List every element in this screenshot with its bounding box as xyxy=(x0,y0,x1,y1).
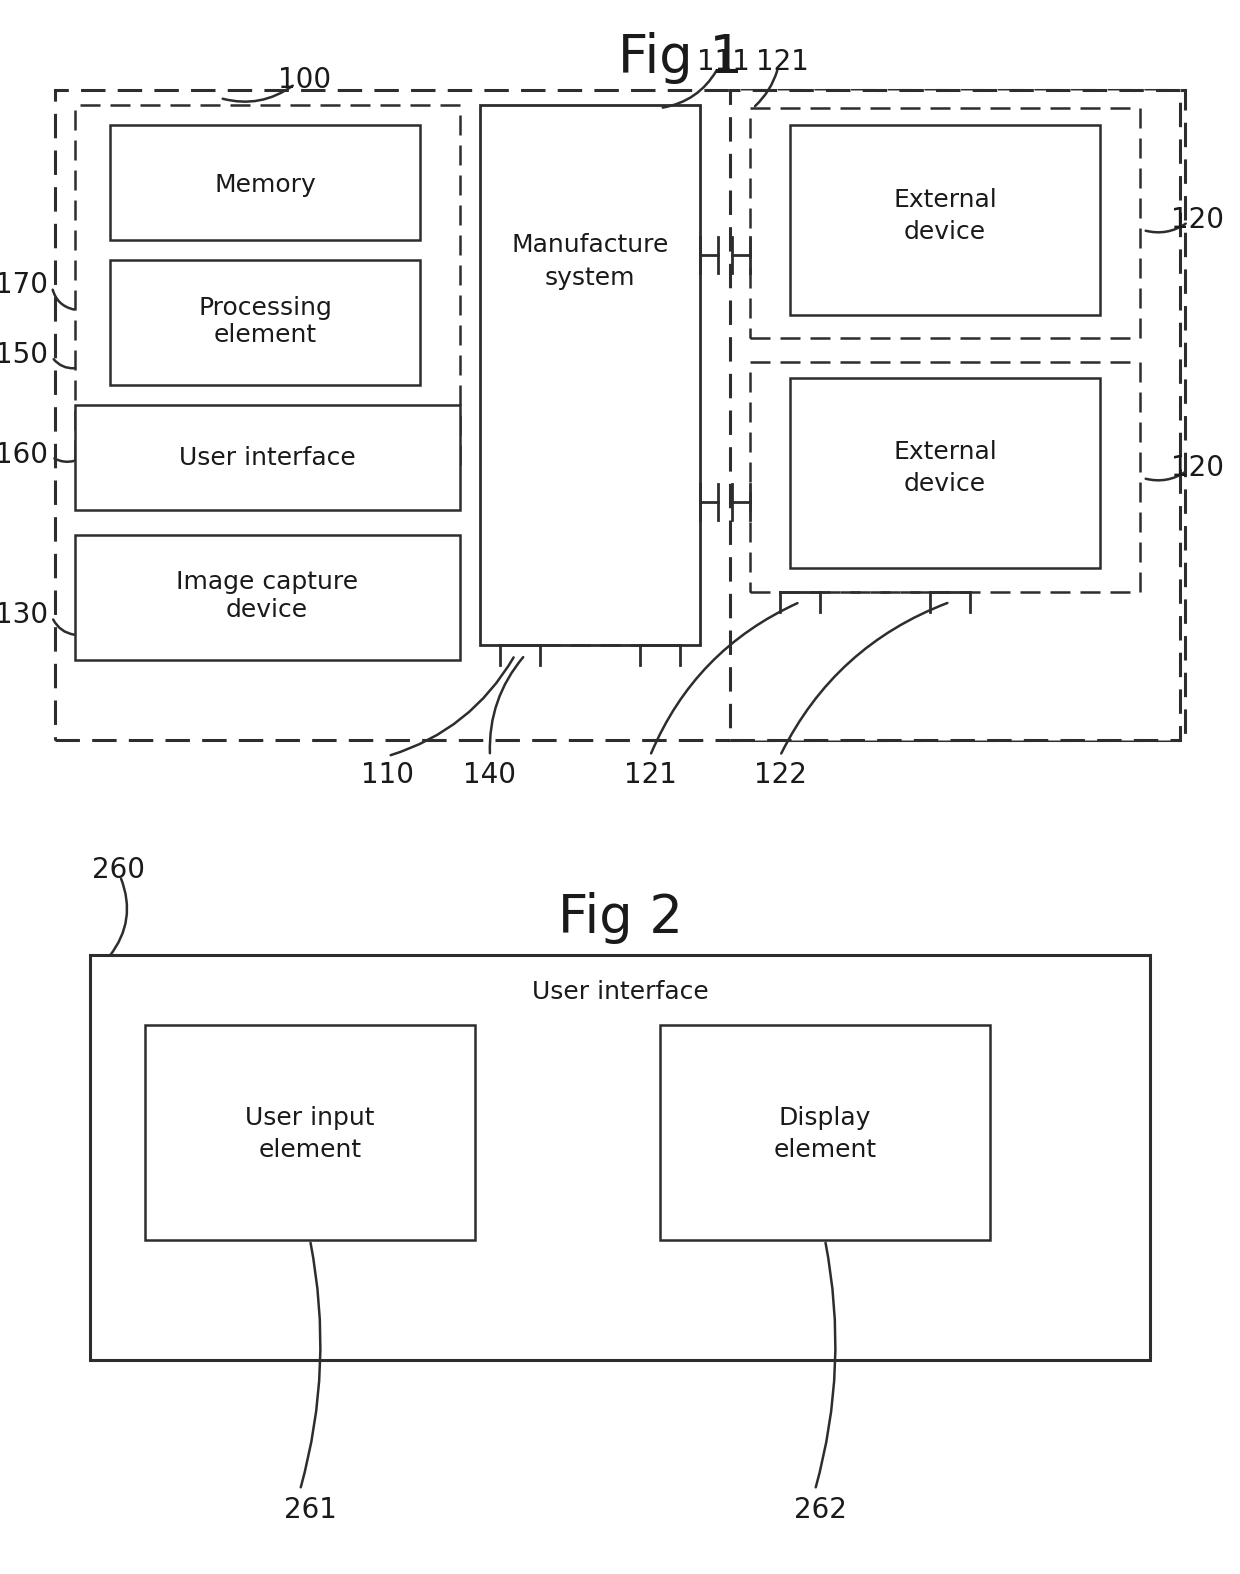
Bar xyxy=(660,1025,990,1240)
Text: system: system xyxy=(544,266,635,290)
Text: Fig 2: Fig 2 xyxy=(558,892,682,944)
Text: Fig 1: Fig 1 xyxy=(618,31,743,83)
Text: 121: 121 xyxy=(755,47,808,76)
Text: 120: 120 xyxy=(1172,206,1225,235)
Text: 150: 150 xyxy=(0,342,48,368)
Text: User interface: User interface xyxy=(179,445,356,471)
Text: 262: 262 xyxy=(794,1495,847,1524)
Text: 140: 140 xyxy=(464,760,517,789)
Text: 130: 130 xyxy=(0,601,48,630)
Text: 110: 110 xyxy=(362,760,414,789)
Bar xyxy=(730,90,1180,740)
Bar xyxy=(110,260,420,386)
Text: device: device xyxy=(226,598,308,622)
Text: External: External xyxy=(893,441,997,464)
Bar xyxy=(110,124,420,239)
Bar xyxy=(145,1025,475,1240)
Text: 261: 261 xyxy=(284,1495,336,1524)
Text: 122: 122 xyxy=(754,760,806,789)
Text: 100: 100 xyxy=(279,66,331,94)
Text: 260: 260 xyxy=(92,856,145,885)
Text: 111: 111 xyxy=(697,47,749,76)
Text: element: element xyxy=(258,1138,362,1162)
Text: element: element xyxy=(213,323,316,346)
Text: 160: 160 xyxy=(0,441,48,469)
Text: 120: 120 xyxy=(1172,453,1225,482)
Text: Memory: Memory xyxy=(215,173,316,197)
Text: User interface: User interface xyxy=(532,981,708,1004)
Bar xyxy=(480,105,701,645)
Bar xyxy=(750,109,1140,338)
Bar xyxy=(750,362,1140,592)
Text: device: device xyxy=(904,472,986,496)
Text: User input: User input xyxy=(246,1107,374,1130)
Text: Manufacture: Manufacture xyxy=(511,233,668,257)
Bar xyxy=(74,405,460,510)
Bar xyxy=(91,955,1149,1360)
Text: Image capture: Image capture xyxy=(176,570,358,593)
Text: device: device xyxy=(904,220,986,244)
Bar xyxy=(74,535,460,660)
Bar xyxy=(55,90,1185,740)
Bar xyxy=(790,124,1100,315)
Text: Display: Display xyxy=(779,1107,872,1130)
Bar xyxy=(790,378,1100,568)
Text: 170: 170 xyxy=(0,271,48,299)
Text: External: External xyxy=(893,187,997,212)
Text: element: element xyxy=(774,1138,877,1162)
Bar xyxy=(74,105,460,471)
Text: Processing: Processing xyxy=(198,296,332,320)
Text: 121: 121 xyxy=(624,760,677,789)
